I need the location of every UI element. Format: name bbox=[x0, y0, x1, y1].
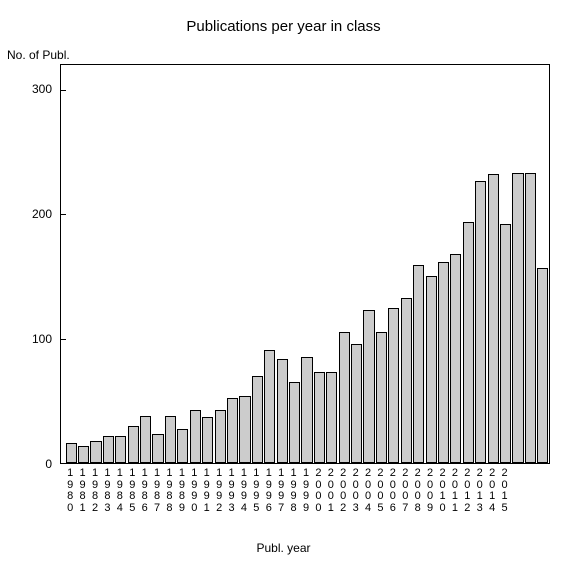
bar bbox=[128, 426, 139, 463]
bar bbox=[103, 436, 114, 463]
x-tick-label: 1980 bbox=[64, 468, 76, 514]
bar bbox=[301, 357, 312, 463]
bar bbox=[351, 344, 362, 463]
x-tick-label: 1985 bbox=[126, 468, 138, 514]
y-tick-label: 300 bbox=[12, 82, 52, 96]
x-tick-label: 1999 bbox=[300, 468, 312, 514]
y-tick bbox=[61, 339, 66, 340]
bar bbox=[140, 416, 151, 463]
x-tick-label: 1993 bbox=[226, 468, 238, 514]
y-tick bbox=[61, 214, 66, 215]
x-tick-label: 2012 bbox=[461, 468, 473, 514]
x-tick-label: 1981 bbox=[77, 468, 89, 514]
x-axis-label: Publ. year bbox=[0, 541, 567, 555]
bar bbox=[426, 276, 437, 463]
x-tick-label: 1992 bbox=[213, 468, 225, 514]
bar bbox=[264, 350, 275, 463]
bar bbox=[363, 310, 374, 463]
x-tick-label: 2004 bbox=[362, 468, 374, 514]
x-tick-label: 2000 bbox=[312, 468, 324, 514]
bar bbox=[401, 298, 412, 463]
chart-container: Publications per year in class No. of Pu… bbox=[0, 0, 567, 567]
x-tick-label: 2008 bbox=[412, 468, 424, 514]
x-tick-label: 1983 bbox=[101, 468, 113, 514]
x-tick-label: 1996 bbox=[263, 468, 275, 514]
plot-area bbox=[60, 64, 550, 464]
chart-title: Publications per year in class bbox=[0, 18, 567, 35]
x-axis-labels: 1980198119821983198419851986198719881989… bbox=[60, 466, 550, 526]
bar bbox=[537, 268, 548, 463]
x-tick-label: 1984 bbox=[114, 468, 126, 514]
bar bbox=[314, 372, 325, 463]
x-tick-label: 2002 bbox=[337, 468, 349, 514]
y-axis-label: No. of Publ. bbox=[7, 48, 70, 62]
x-tick-label: 2007 bbox=[399, 468, 411, 514]
x-tick-label: 1994 bbox=[238, 468, 250, 514]
y-tick-label: 100 bbox=[12, 332, 52, 346]
bar bbox=[289, 382, 300, 463]
bar bbox=[413, 265, 424, 463]
x-tick-label: 1997 bbox=[275, 468, 287, 514]
x-tick-label: 2010 bbox=[437, 468, 449, 514]
x-tick-label: 2001 bbox=[325, 468, 337, 514]
x-tick-label: 2015 bbox=[499, 468, 511, 514]
bar bbox=[376, 332, 387, 463]
x-tick-label: 2005 bbox=[374, 468, 386, 514]
bar bbox=[202, 417, 213, 463]
y-tick bbox=[61, 90, 66, 91]
x-tick-label: 1982 bbox=[89, 468, 101, 514]
bars-group bbox=[61, 65, 549, 463]
x-tick-label: 1991 bbox=[201, 468, 213, 514]
x-tick-label: 1990 bbox=[188, 468, 200, 514]
x-tick-label: 2003 bbox=[350, 468, 362, 514]
bar bbox=[512, 173, 523, 463]
bar bbox=[463, 222, 474, 463]
x-tick-label: 2006 bbox=[387, 468, 399, 514]
bar bbox=[177, 429, 188, 463]
bar bbox=[500, 224, 511, 463]
bar bbox=[252, 376, 263, 463]
bar bbox=[152, 434, 163, 463]
bar bbox=[165, 416, 176, 463]
bar bbox=[388, 308, 399, 463]
x-tick-label: 1987 bbox=[151, 468, 163, 514]
x-tick-label: 2013 bbox=[474, 468, 486, 514]
bar bbox=[190, 410, 201, 463]
bar bbox=[438, 262, 449, 463]
x-tick-label: 1998 bbox=[288, 468, 300, 514]
bar bbox=[215, 410, 226, 463]
y-tick-label: 200 bbox=[12, 207, 52, 221]
bar bbox=[66, 443, 77, 463]
x-tick-label: 1995 bbox=[250, 468, 262, 514]
bar bbox=[339, 332, 350, 463]
bar bbox=[239, 396, 250, 463]
x-tick-label: 1989 bbox=[176, 468, 188, 514]
bar bbox=[488, 174, 499, 463]
y-tick-label: 0 bbox=[12, 457, 52, 471]
bar bbox=[277, 359, 288, 463]
bar bbox=[326, 372, 337, 463]
bar bbox=[525, 173, 536, 463]
bar bbox=[78, 446, 89, 463]
x-tick-label: 2009 bbox=[424, 468, 436, 514]
bar bbox=[90, 441, 101, 463]
bar bbox=[115, 436, 126, 463]
y-tick bbox=[61, 463, 66, 464]
bar bbox=[475, 181, 486, 463]
x-tick-label: 2014 bbox=[486, 468, 498, 514]
x-tick-label: 1986 bbox=[139, 468, 151, 514]
x-tick-label: 1988 bbox=[163, 468, 175, 514]
x-tick-label: 2011 bbox=[449, 468, 461, 514]
bar bbox=[450, 254, 461, 463]
bar bbox=[227, 398, 238, 463]
